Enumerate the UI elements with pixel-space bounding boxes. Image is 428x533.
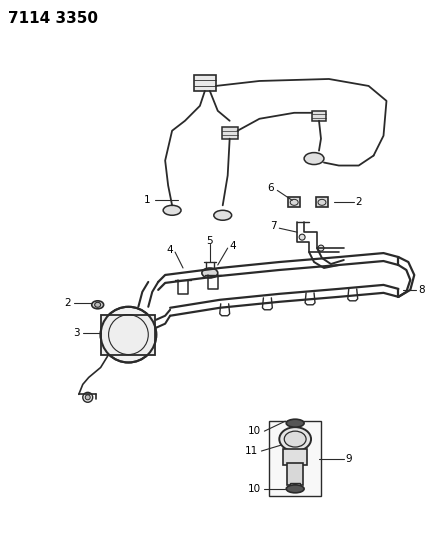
Bar: [283, 449, 307, 465]
Text: 7114 3350: 7114 3350: [8, 11, 98, 26]
Text: 4: 4: [166, 245, 173, 255]
Ellipse shape: [214, 211, 232, 220]
Circle shape: [83, 392, 93, 402]
Ellipse shape: [202, 268, 218, 278]
Text: 10: 10: [248, 426, 262, 436]
Text: 1: 1: [144, 196, 150, 205]
Ellipse shape: [279, 427, 311, 451]
Circle shape: [101, 307, 156, 362]
Ellipse shape: [286, 485, 304, 493]
Text: 2: 2: [356, 197, 363, 207]
Bar: [222, 127, 238, 139]
Text: 10: 10: [248, 484, 262, 494]
Bar: [288, 197, 300, 207]
Text: 6: 6: [268, 183, 274, 193]
Circle shape: [121, 327, 137, 343]
Text: 5: 5: [206, 236, 213, 246]
Circle shape: [299, 234, 305, 240]
Ellipse shape: [286, 419, 304, 427]
Ellipse shape: [163, 205, 181, 215]
Bar: [269, 421, 321, 496]
Text: 8: 8: [418, 285, 425, 295]
Bar: [290, 483, 300, 491]
Circle shape: [125, 332, 131, 337]
Text: 9: 9: [346, 454, 352, 464]
Circle shape: [318, 245, 324, 251]
Bar: [312, 111, 326, 121]
Bar: [287, 463, 303, 485]
Ellipse shape: [92, 301, 104, 309]
Text: 7: 7: [270, 221, 276, 231]
Bar: [316, 197, 328, 207]
Text: 4: 4: [230, 241, 236, 251]
Bar: [101, 315, 155, 354]
Text: 11: 11: [245, 446, 259, 456]
Ellipse shape: [304, 152, 324, 165]
Ellipse shape: [95, 302, 101, 308]
Circle shape: [109, 315, 148, 354]
Text: 2: 2: [64, 298, 71, 308]
Bar: [194, 75, 216, 91]
Ellipse shape: [284, 431, 306, 447]
Circle shape: [85, 395, 90, 400]
Text: 3: 3: [73, 328, 80, 337]
